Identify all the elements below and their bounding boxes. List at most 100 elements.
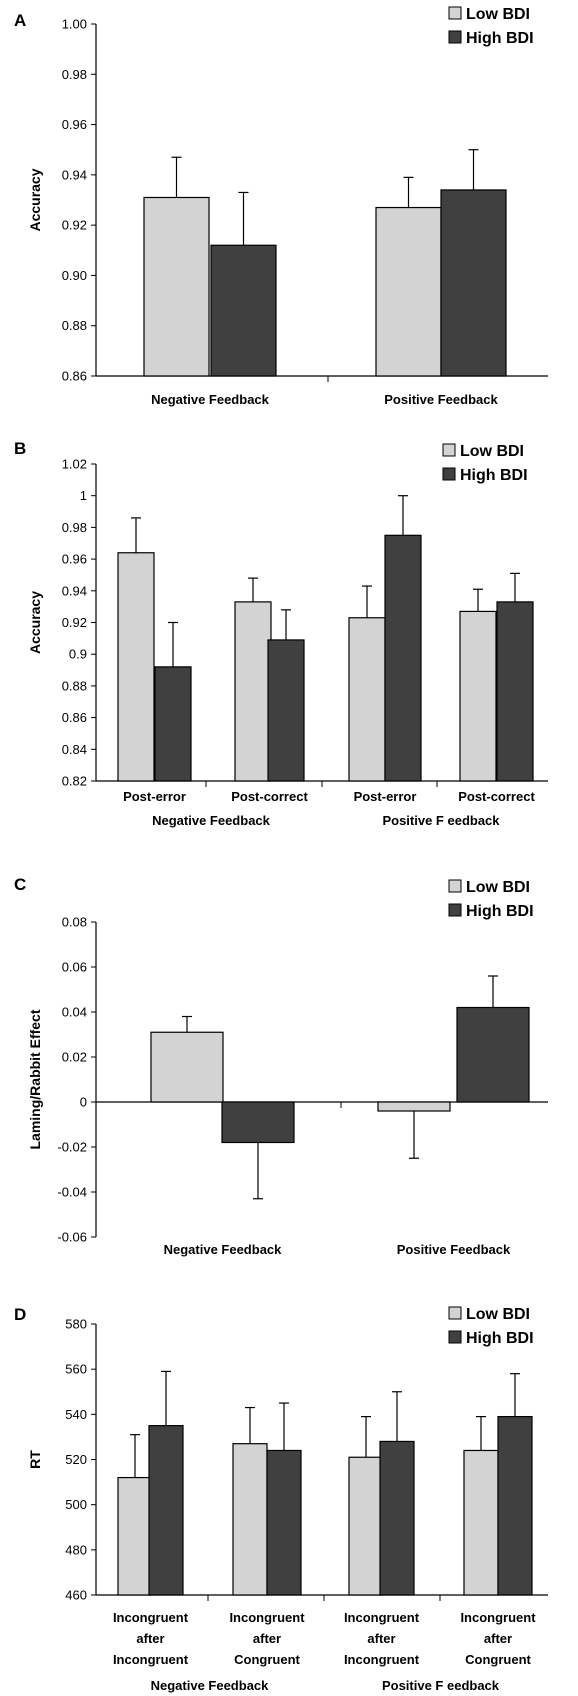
bar-high-bdi xyxy=(384,534,422,782)
y-tick-label: 0.98 xyxy=(62,520,87,535)
legend-swatch-low xyxy=(442,443,456,457)
category-label: Post-correct xyxy=(231,789,308,804)
legend-swatch-high xyxy=(448,903,462,917)
y-tick-label: 1 xyxy=(80,488,87,503)
y-tick-label: 0.84 xyxy=(62,742,87,757)
legend-label-low: Low BDI xyxy=(466,6,530,23)
y-tick-label: -0.06 xyxy=(57,1230,87,1245)
y-axis-label: Accuracy xyxy=(27,168,43,231)
category-label: Post-error xyxy=(123,789,186,804)
y-tick-label: 1.02 xyxy=(62,457,87,472)
category-label: after xyxy=(253,1631,281,1646)
legend-label-high: High BDI xyxy=(460,467,528,484)
panel-letter: A xyxy=(14,11,26,30)
bar-low-bdi xyxy=(348,617,386,782)
legend-label-high: High BDI xyxy=(466,30,534,47)
y-tick-label: 0.88 xyxy=(62,678,87,693)
y-tick-label: 0.90 xyxy=(62,268,87,283)
bar-low-bdi xyxy=(377,1101,451,1112)
legend-label-low: Low BDI xyxy=(466,879,530,896)
group-label: Positive Feedback xyxy=(397,1242,511,1257)
y-tick-label: 560 xyxy=(65,1362,87,1377)
y-tick-label: 540 xyxy=(65,1407,87,1422)
legend-label-low: Low BDI xyxy=(460,443,524,460)
y-tick-label: 0.92 xyxy=(62,218,87,233)
category-label: Post-correct xyxy=(458,789,535,804)
bar-low-bdi xyxy=(459,610,497,782)
legend-swatch-low xyxy=(448,1306,462,1320)
bar-low-bdi xyxy=(234,601,272,782)
legend-label-high: High BDI xyxy=(466,1330,534,1347)
y-tick-label: 0.86 xyxy=(62,369,87,384)
y-tick-label: 0.08 xyxy=(62,915,87,930)
panel-letter: D xyxy=(14,1305,26,1324)
category-label: after xyxy=(484,1631,512,1646)
bar-high-bdi xyxy=(148,1425,184,1596)
y-tick-label: 0.86 xyxy=(62,710,87,725)
category-label: Incongruent xyxy=(229,1610,305,1625)
legend-swatch-high xyxy=(448,30,462,44)
bar-high-bdi xyxy=(154,666,192,782)
bar-high-bdi xyxy=(266,1449,302,1596)
legend: Low BDI High BDI xyxy=(448,1306,534,1347)
legend: Low BDI High BDI xyxy=(442,443,528,484)
y-tick-label: -0.04 xyxy=(57,1185,87,1200)
legend-swatch-high xyxy=(448,1330,462,1344)
y-tick-label: 0.04 xyxy=(62,1005,87,1020)
y-tick-label: 0 xyxy=(80,1095,87,1110)
y-tick-label: 0.88 xyxy=(62,318,87,333)
group-label: Positive Feedback xyxy=(384,392,498,407)
y-tick-label: 480 xyxy=(65,1542,87,1557)
legend-swatch-low xyxy=(448,6,462,20)
bar-low-bdi xyxy=(232,1443,268,1596)
category-label: Congruent xyxy=(234,1652,300,1667)
bar-low-bdi xyxy=(463,1449,499,1596)
category-label: Incongruent xyxy=(113,1652,189,1667)
y-axis-label: RT xyxy=(27,1450,43,1469)
legend: Low BDI High BDI xyxy=(448,879,534,920)
legend-swatch-low xyxy=(448,879,462,893)
group-label: Negative Feedback xyxy=(151,1678,270,1693)
y-tick-label: 520 xyxy=(65,1452,87,1467)
y-tick-label: -0.02 xyxy=(57,1140,87,1155)
bar-high-bdi xyxy=(496,601,534,782)
legend-label-high: High BDI xyxy=(466,903,534,920)
panel-A: A Accuracy 0.86 0.88 0.90 0.92 0.94 0.96 0.98 1.0… xyxy=(14,6,548,407)
y-tick-label: 0.96 xyxy=(62,552,87,567)
bar-high-bdi xyxy=(440,189,507,377)
bar-low-bdi xyxy=(375,206,442,377)
panel-B: B Accuracy 0.82 0.84 0.86 0.88 0.9 0.92 0.94 0.96… xyxy=(14,439,548,828)
panel-letter: C xyxy=(14,875,26,894)
bar-low-bdi xyxy=(117,1476,153,1596)
group-label: Negative Feedback xyxy=(164,1242,283,1257)
y-tick-label: 0.02 xyxy=(62,1050,87,1065)
category-label: Post-error xyxy=(354,789,417,804)
group-label: Positive F eedback xyxy=(382,813,500,828)
bar-high-bdi xyxy=(497,1415,533,1596)
y-axis-label: Accuracy xyxy=(27,591,43,654)
bar-low-bdi xyxy=(150,1031,224,1103)
bar-high-bdi xyxy=(456,1006,530,1103)
y-tick-label: 0.06 xyxy=(62,960,87,975)
y-tick-label: 580 xyxy=(65,1317,87,1332)
panel-letter: B xyxy=(14,439,26,458)
y-tick-label: 0.94 xyxy=(62,583,87,598)
category-label: Incongruent xyxy=(344,1610,420,1625)
y-tick-label: 500 xyxy=(65,1497,87,1512)
panel-D: D RT 460 480 500 520 540 560 580 Incongruent after… xyxy=(14,1305,548,1693)
bar-high-bdi xyxy=(210,244,277,377)
y-tick-label: 460 xyxy=(65,1588,87,1603)
category-label: Congruent xyxy=(465,1652,531,1667)
y-tick-label: 0.92 xyxy=(62,615,87,630)
category-label: after xyxy=(367,1631,395,1646)
category-label: after xyxy=(136,1631,164,1646)
legend: Low BDI High BDI xyxy=(448,6,534,47)
bar-high-bdi xyxy=(221,1101,295,1144)
category-label: Incongruent xyxy=(344,1652,420,1667)
y-tick-label: 0.9 xyxy=(69,647,87,662)
y-tick-label: 1.00 xyxy=(62,17,87,32)
y-tick-label: 0.96 xyxy=(62,117,87,132)
legend-swatch-high xyxy=(442,467,456,481)
bar-low-bdi xyxy=(348,1456,384,1596)
